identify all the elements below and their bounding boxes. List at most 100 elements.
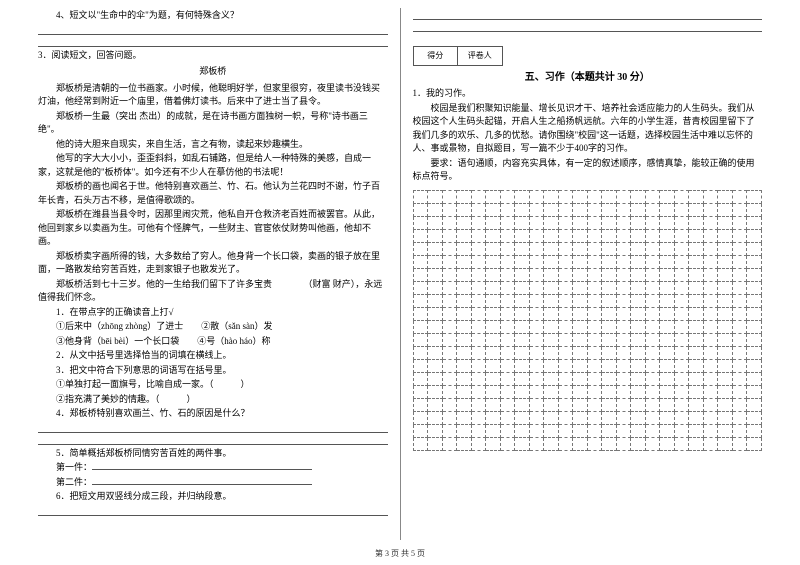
section-title: 五、习作（本题共计 30 分） [413, 70, 763, 85]
grid-cell [587, 346, 602, 359]
grid-cell [645, 281, 660, 294]
grid-cell [718, 372, 733, 385]
grid-cell [428, 411, 443, 424]
answer-line-inline [92, 469, 312, 470]
grid-cell [674, 281, 689, 294]
grid-cell [428, 346, 443, 359]
grid-cell [645, 255, 660, 268]
answer-line [413, 22, 763, 32]
grid-cell [718, 190, 733, 203]
grid-cell [602, 333, 617, 346]
grid-cell [413, 320, 428, 333]
grid-cell [602, 346, 617, 359]
grid-cell [486, 411, 501, 424]
grid-cell [631, 281, 646, 294]
grid-cell [558, 190, 573, 203]
grid-cell [428, 229, 443, 242]
paragraph: 他的诗大胆来自现实，来自生活，言之有物，读起来妙趣横生。 [38, 138, 388, 152]
grid-cell [718, 216, 733, 229]
grid-cell [544, 216, 559, 229]
grid-cell [689, 294, 704, 307]
grid-cell [747, 359, 762, 372]
grid-cell [703, 359, 718, 372]
grid-cell [732, 385, 747, 398]
grid-cell [529, 359, 544, 372]
grid-cell [660, 242, 675, 255]
grid-cell [457, 346, 472, 359]
grid-cell [442, 255, 457, 268]
grid-cell [500, 229, 515, 242]
grid-cell [544, 255, 559, 268]
grid-cell [645, 372, 660, 385]
grid-cell [457, 242, 472, 255]
grid-cell [703, 281, 718, 294]
grid-cell [703, 398, 718, 411]
grid-cell [529, 437, 544, 450]
grid-cell [442, 398, 457, 411]
grid-cell [587, 216, 602, 229]
grid-cell [616, 242, 631, 255]
grid-cell [732, 333, 747, 346]
grid-cell [616, 294, 631, 307]
grid-cell [500, 437, 515, 450]
grid-cell [486, 398, 501, 411]
grid-cell [747, 268, 762, 281]
grid-cell [500, 385, 515, 398]
grid-cell [747, 307, 762, 320]
grid-cell [718, 411, 733, 424]
grid-cell [660, 281, 675, 294]
grid-cell [732, 346, 747, 359]
grid-cell [573, 268, 588, 281]
grid-cell [442, 281, 457, 294]
grid-cell [428, 372, 443, 385]
grid-cell [674, 333, 689, 346]
grid-cell [457, 411, 472, 424]
grid-cell [587, 203, 602, 216]
grid-cell [703, 333, 718, 346]
grid-cell [674, 216, 689, 229]
grid-cell [558, 320, 573, 333]
grid-cell [631, 242, 646, 255]
grid-cell [602, 320, 617, 333]
grid-cell [515, 385, 530, 398]
grid-cell [515, 203, 530, 216]
grid-cell [703, 372, 718, 385]
grid-cell [747, 424, 762, 437]
grid-cell [500, 411, 515, 424]
grid-cell [703, 203, 718, 216]
grid-cell [631, 307, 646, 320]
answer-line [38, 506, 388, 516]
grid-cell [645, 424, 660, 437]
grid-cell [718, 398, 733, 411]
grid-cell [602, 437, 617, 450]
grid-cell [428, 307, 443, 320]
grid-cell [457, 268, 472, 281]
grid-cell [718, 242, 733, 255]
grid-cell [529, 203, 544, 216]
grid-cell [616, 255, 631, 268]
grid-cell [747, 203, 762, 216]
grid-cell [573, 346, 588, 359]
grid-cell [500, 294, 515, 307]
grid-cell [616, 307, 631, 320]
grid-cell [500, 242, 515, 255]
grid-cell [413, 255, 428, 268]
grid-cell [703, 190, 718, 203]
grid-cell [544, 307, 559, 320]
grid-cell [515, 281, 530, 294]
grid-cell [718, 203, 733, 216]
grid-cell [660, 307, 675, 320]
grid-cell [457, 424, 472, 437]
sub-question-2: 2．从文中括号里选择恰当的词填在横线上。 [38, 349, 388, 363]
grid-cell [645, 346, 660, 359]
grid-cell [602, 229, 617, 242]
grid-cell [558, 281, 573, 294]
grid-cell [703, 385, 718, 398]
sub-question-3b: ②指充满了美妙的情趣。（ ） [38, 393, 388, 407]
left-column: 4、短文以"生命中的伞"为题，有何特殊含义？ 3．阅读短文，回答问题。 郑板桥 … [30, 8, 396, 540]
grid-cell [486, 294, 501, 307]
grid-cell [674, 385, 689, 398]
grid-cell [631, 372, 646, 385]
column-divider [400, 8, 401, 540]
grid-cell [500, 320, 515, 333]
